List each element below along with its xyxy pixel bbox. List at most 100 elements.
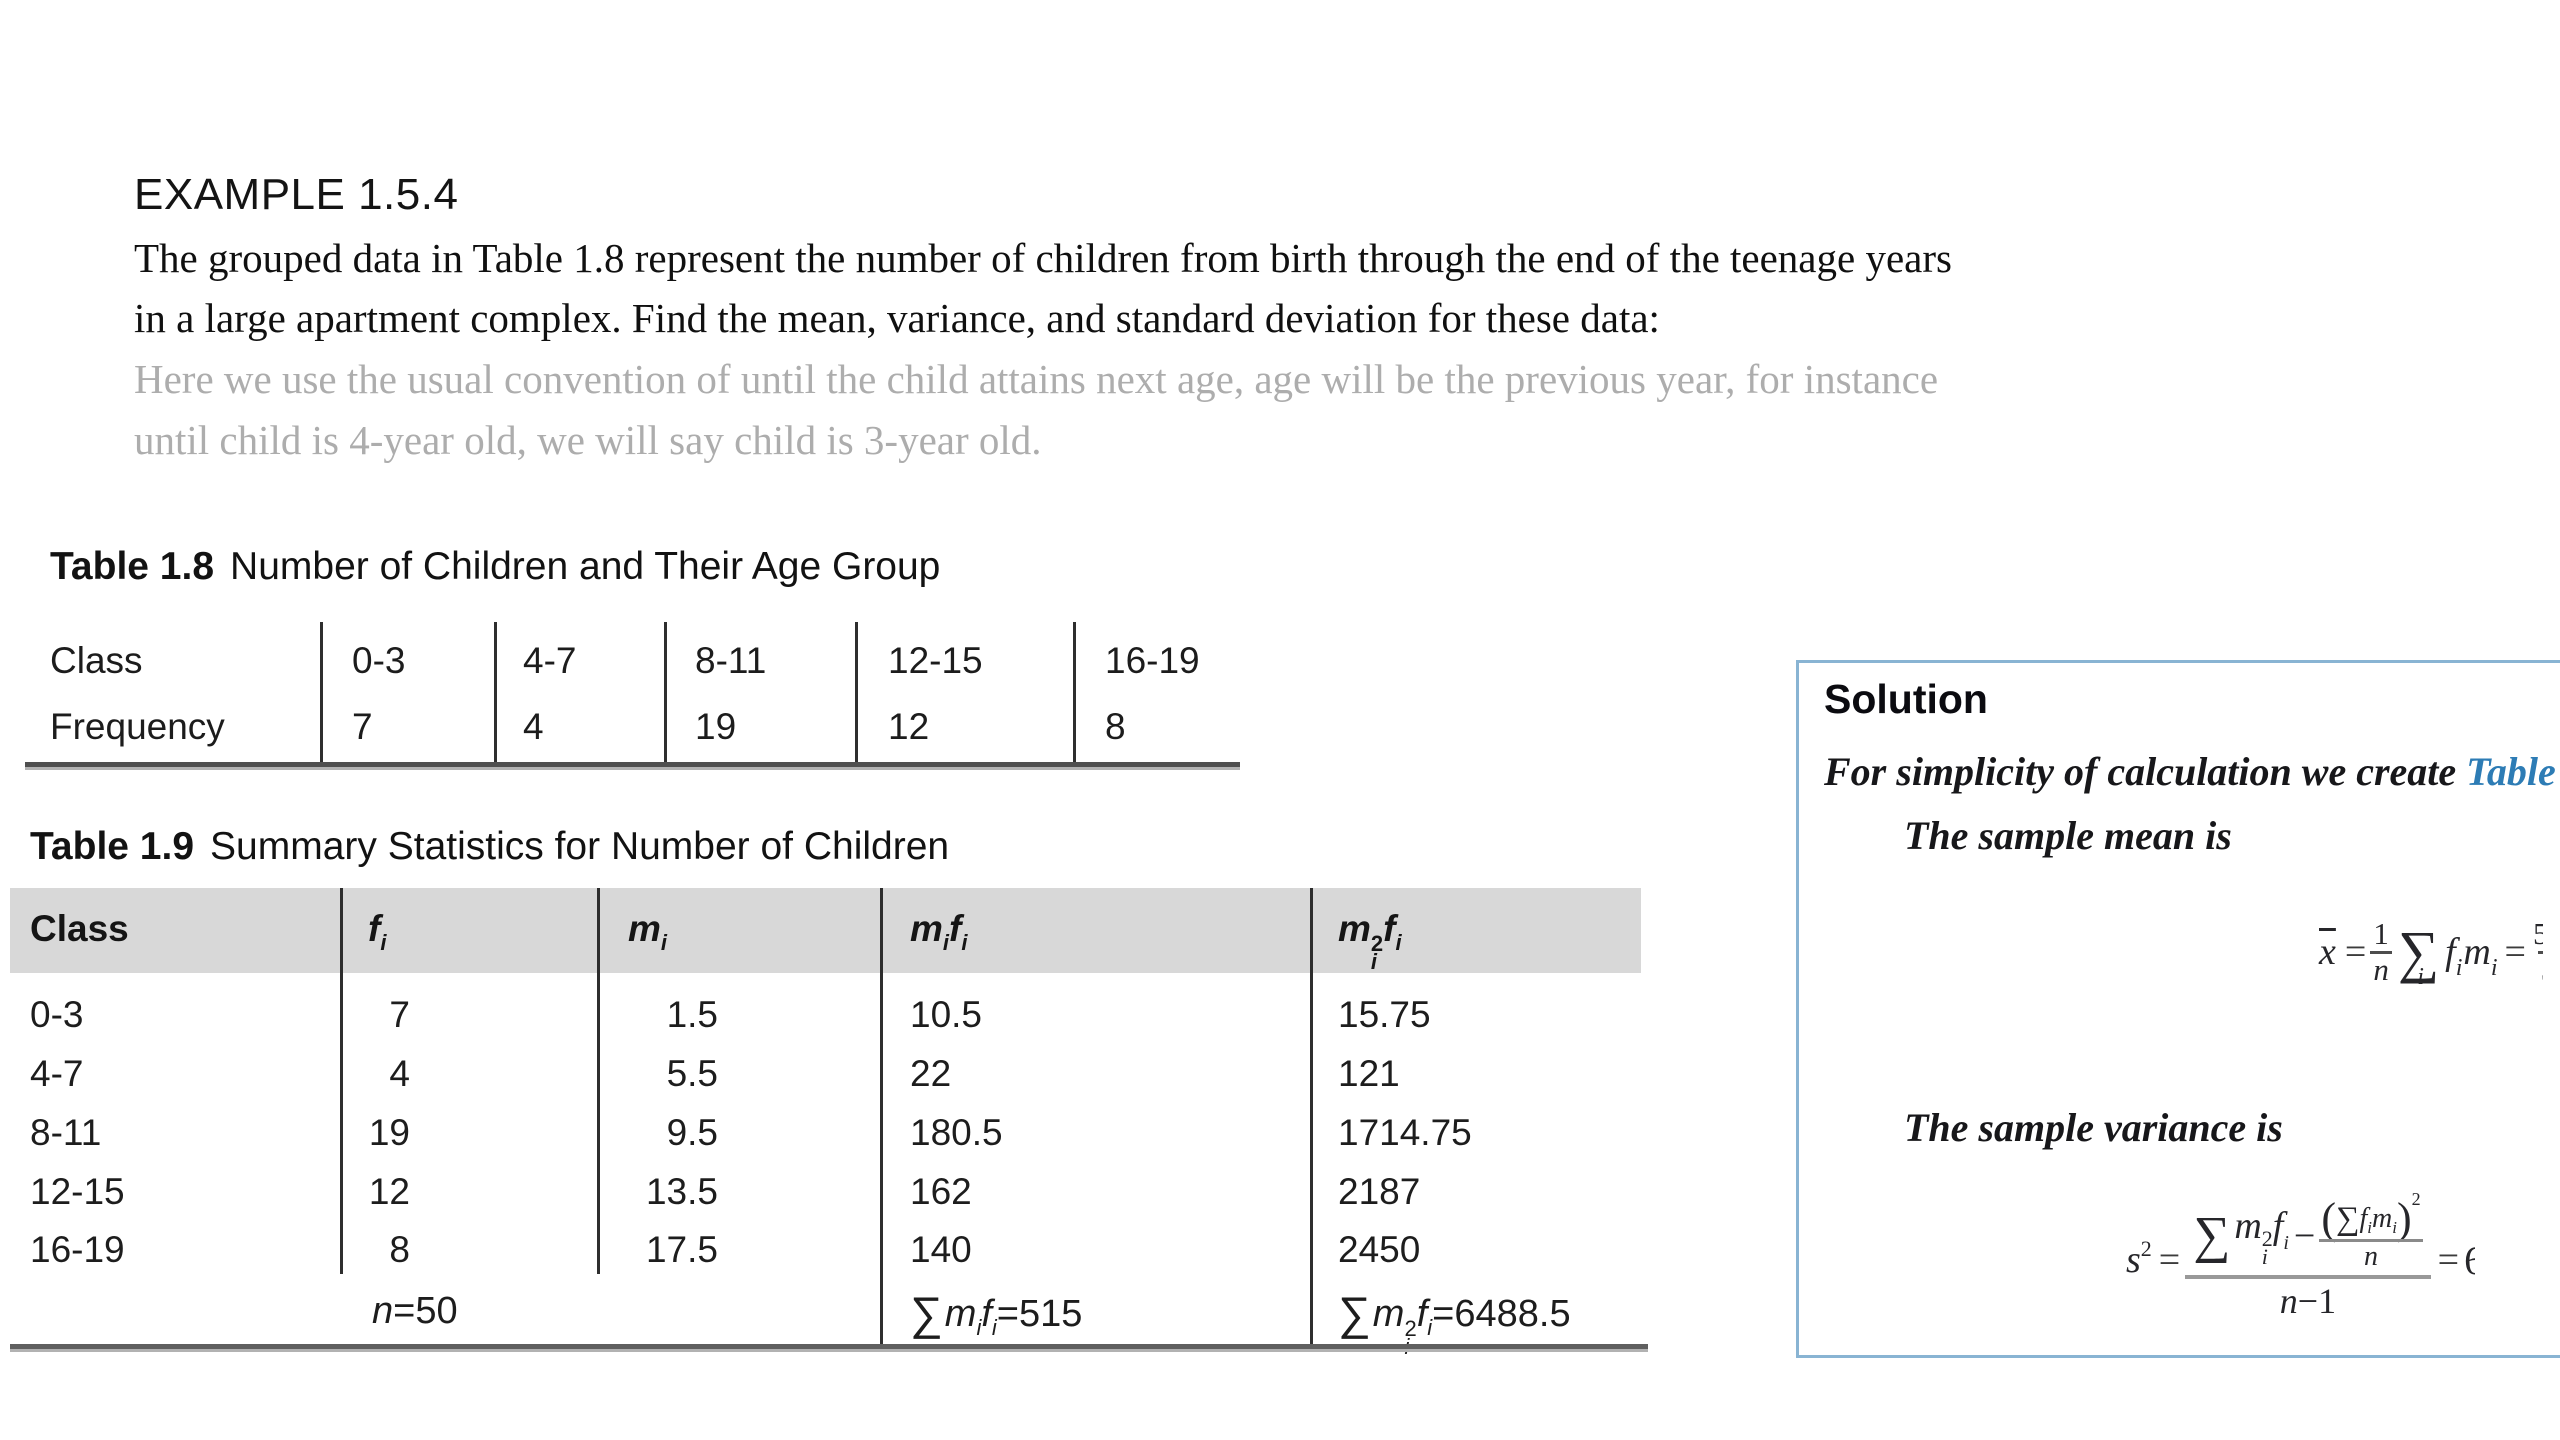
math-token: 2 — [1404, 1316, 1417, 1341]
table-cell: 17.5 — [645, 1229, 718, 1270]
fraction-numerator: ∑ m 2 i fi − (∑ f i m i) 2 n — [2185, 1190, 2430, 1274]
math-token: = — [2344, 931, 2366, 973]
sample-variance-formula: s2 = ∑ m 2 i fi − (∑ f i m i) 2 n n−1 = 6 — [2126, 1150, 2475, 1370]
math-token: f — [981, 1293, 992, 1335]
frequency-cell: 12 — [888, 706, 930, 747]
column-divider — [1310, 888, 1313, 1352]
solution-intro-text: For simplicity of calculation we create — [1824, 749, 2467, 794]
math-token: i — [991, 1315, 997, 1340]
table-cell: 16-19 — [30, 1229, 125, 1270]
math-token: = — [2158, 1239, 2180, 1281]
math-token: m — [1372, 1293, 1405, 1335]
math-token: ∑ — [2397, 919, 2440, 985]
fraction: ∑ m 2 i fi − (∑ f i m i) 2 n n−1 — [2185, 1190, 2431, 1321]
math-token: i — [2283, 1231, 2289, 1254]
column-divider — [664, 622, 667, 766]
math-term: m 2 i fi — [2234, 1204, 2290, 1267]
column-divider — [855, 622, 858, 766]
table-cell: 7 — [389, 994, 410, 1035]
sigma-symbol: ∑ — [910, 1287, 943, 1339]
math-token: i — [976, 1315, 982, 1340]
table-cell: 5.5 — [666, 1053, 718, 1094]
math-token: n — [2319, 1238, 2423, 1271]
header-band — [10, 888, 1641, 973]
sigma-symbol: ∑ — [2335, 1200, 2360, 1237]
math-token: f — [1416, 1293, 1428, 1335]
math-token: m — [628, 908, 661, 949]
math-token: = — [2437, 1239, 2459, 1281]
math-token: 50 — [415, 1290, 458, 1332]
math-token: m — [2463, 931, 2491, 973]
table-cell: 12 — [368, 1171, 410, 1212]
math-token: i — [961, 930, 968, 955]
class-cell: 0-3 — [352, 640, 406, 681]
math-token: 515 — [2532, 915, 2543, 951]
class-cell: 8-11 — [695, 640, 767, 681]
column-divider — [597, 888, 600, 1274]
math-token: f — [949, 908, 962, 949]
math-token: i — [1395, 930, 1402, 955]
column-divider — [1073, 622, 1076, 766]
math-token: ) — [2397, 1194, 2412, 1244]
table-rule — [10, 1349, 1648, 1352]
table-cell: 13.5 — [645, 1171, 718, 1212]
math-token: i — [1427, 1315, 1433, 1340]
math-token: − — [2293, 1215, 2316, 1257]
fraction: (∑ f i m i) 2 n — [2319, 1190, 2423, 1271]
table-1-8-label: Table 1.8 — [50, 545, 215, 588]
math-term: fimi — [2445, 930, 2498, 981]
math-token: f — [2359, 1203, 2368, 1234]
row-header-class: Class — [50, 640, 143, 681]
table-cell: 4 — [389, 1053, 410, 1094]
math-token: i — [2490, 955, 2498, 981]
math-token: f — [368, 908, 381, 949]
header-class: Class — [30, 908, 129, 949]
class-cell: 4-7 — [523, 640, 577, 681]
table-1-8-caption: Table 1.8 Number of Children and Their Ag… — [50, 545, 940, 589]
table-cell: 8 — [389, 1229, 410, 1270]
sigma-symbol: ∑ — [1338, 1287, 1371, 1339]
column-divider — [880, 888, 883, 1352]
math-token: f — [2272, 1204, 2284, 1247]
header-mi: mi — [628, 908, 667, 955]
solution-box — [1796, 660, 2560, 1358]
frequency-cell: 19 — [695, 706, 737, 747]
math-token: i — [660, 930, 668, 955]
example-title: EXAMPLE 1.5.4 — [134, 170, 459, 219]
frequency-cell: 4 — [523, 706, 544, 747]
fraction-denominator: n−1 — [2185, 1274, 2431, 1321]
header-mi2fi: m 2 i fi — [1338, 908, 1402, 974]
sample-mean-label: The sample mean is — [1904, 813, 2232, 858]
sigma-symbol: ∑ i — [2398, 923, 2439, 989]
table-cell: 10.5 — [910, 994, 983, 1035]
solution-title: Solution — [1824, 676, 1988, 722]
math-token: n — [372, 1290, 394, 1332]
class-cell: 16-19 — [1105, 640, 1200, 681]
math-token: m — [1338, 908, 1371, 949]
example-note-line: until child is 4-year old, we will say c… — [134, 417, 1042, 463]
math-token: f — [1383, 908, 1396, 949]
table-cell: 22 — [910, 1053, 952, 1094]
table-cell: 9.5 — [666, 1112, 718, 1153]
math-token: 1 — [2318, 1280, 2337, 1321]
table-cell: 15.75 — [1338, 994, 1431, 1035]
table-cell: 2450 — [1338, 1229, 1421, 1270]
math-token: 6 — [2464, 1237, 2476, 1283]
table-cell: 2187 — [1338, 1171, 1421, 1212]
clipped-token: 6 — [2464, 1230, 2475, 1290]
column-divider — [340, 888, 343, 1274]
sample-mean-formula: x = 1 n ∑ i fimi = 515 50 — [2316, 872, 2543, 1032]
frequency-cell: 7 — [352, 706, 373, 747]
footer-n: n=50 — [372, 1290, 458, 1333]
column-divider — [494, 622, 497, 766]
math-token: i — [1370, 948, 1378, 974]
table-1-9-link[interactable]: Table 1.9. — [2466, 749, 2560, 794]
table-1-8-caption-text: Number of Children and Their Age Group — [230, 545, 941, 588]
math-token: m — [2372, 1203, 2393, 1234]
example-note-line: Here we use the usual convention of unti… — [134, 356, 1939, 402]
table-cell: 4-7 — [30, 1053, 84, 1094]
table-cell: 121 — [1338, 1053, 1400, 1094]
